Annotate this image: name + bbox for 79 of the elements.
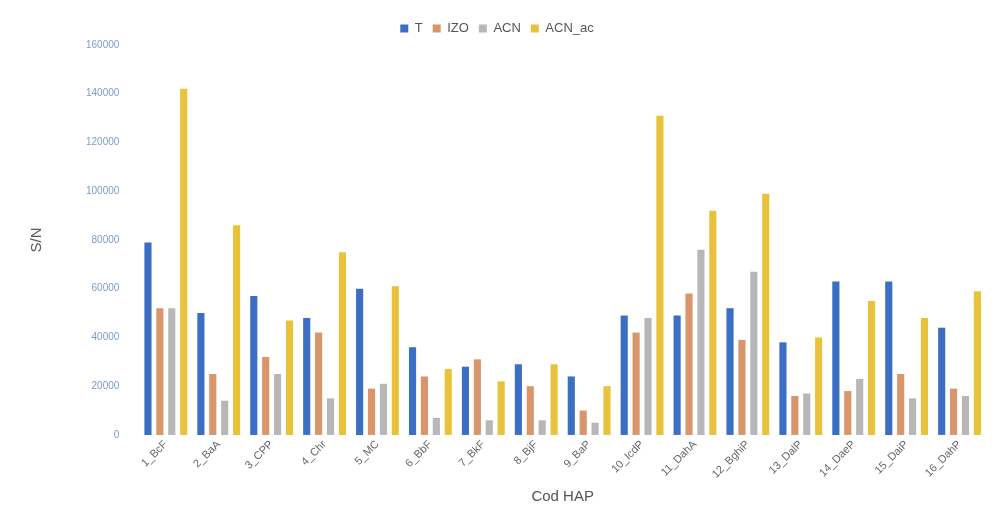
y-tick-label: 20000 [91,379,120,391]
y-tick-label: 40000 [91,331,120,343]
bar [750,271,758,435]
bar [526,386,534,435]
bar [656,115,664,435]
bar [844,391,852,435]
bar [285,320,294,435]
bar [461,366,470,435]
bar [620,315,628,435]
bar [144,242,152,435]
bar [762,193,770,435]
bar [338,252,346,435]
bar [579,410,587,435]
bar [779,342,787,435]
bar [856,378,864,435]
bar [408,347,417,435]
bar [685,293,693,435]
y-tick-label: 60000 [91,282,120,294]
bar [209,374,217,435]
bar [221,400,229,435]
bar [644,317,652,435]
bar [832,281,840,435]
bar [868,300,876,435]
bar [356,288,364,435]
bar [938,327,946,435]
y-tick-label: 120000 [85,136,120,148]
bar [950,388,958,435]
bar [567,376,575,435]
bar [973,291,981,435]
y-axis-title: S/N [27,227,45,253]
bar [303,317,311,435]
bar [591,422,599,435]
bar [180,88,188,435]
y-tick-label: 160000 [85,38,120,50]
bar [791,395,799,435]
bar [497,381,505,435]
bar [262,356,270,435]
bar [379,383,388,435]
bar [432,417,440,435]
bar [367,388,376,435]
bar [420,376,429,435]
legend-label: T [414,20,423,36]
legend-label: ACN_ac [545,20,595,36]
bar [391,286,399,435]
bar [250,296,258,435]
bar [315,332,323,435]
y-tick-label: 80000 [91,233,120,245]
bar [632,332,640,435]
bar [897,374,905,435]
bar [603,386,611,435]
bar [738,339,746,435]
bar [920,317,929,435]
bar [673,315,681,435]
bar [550,364,558,435]
bar [726,308,734,435]
bar [444,369,452,435]
bar [885,281,893,435]
bar [156,308,164,435]
x-axis-title: Cod HAP [531,487,594,505]
bar [709,210,717,435]
bar [326,398,335,435]
y-tick-label: 140000 [85,87,120,99]
bar [233,225,241,435]
bar [274,374,282,435]
bar [197,313,205,435]
legend-label: ACN [493,20,521,36]
legend-label: IZO [447,20,469,36]
bar [803,393,811,435]
bar [473,359,481,435]
bar [909,398,917,435]
bar [514,364,522,435]
bar [538,420,546,435]
y-tick-label: 0 [113,428,120,440]
bar [485,420,493,435]
bar [815,337,823,435]
y-tick-label: 100000 [85,184,120,196]
bar [697,249,705,435]
bar [961,395,970,435]
bar [168,308,176,435]
